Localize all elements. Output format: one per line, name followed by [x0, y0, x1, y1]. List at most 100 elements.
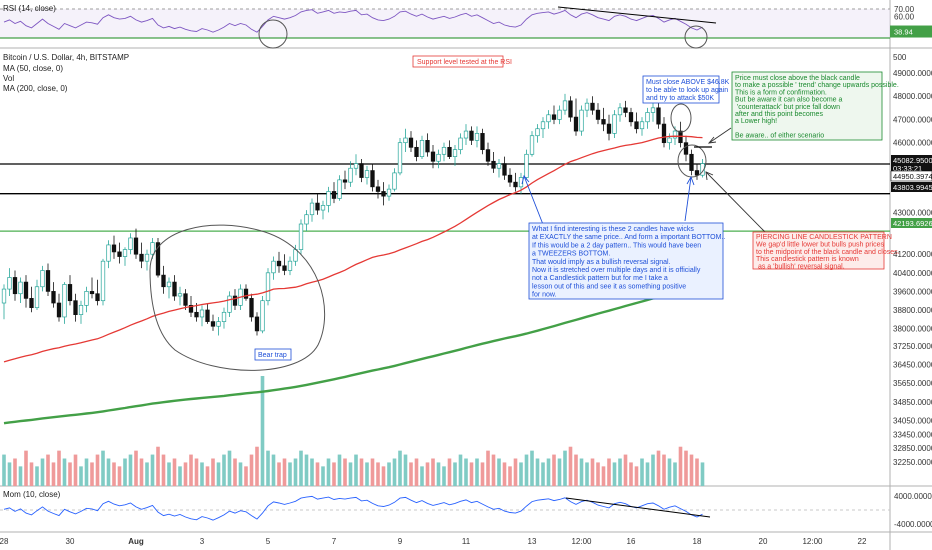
candle-112: [617, 103, 623, 122]
blue-note-arrow-right: [684, 176, 692, 222]
candle-body-91: [502, 163, 507, 176]
candle-6: [34, 279, 40, 310]
blue-note-text-line-1: at EXACTLY the same price.. And form a i…: [532, 234, 725, 241]
price-tag-2: 44950.39749: [890, 170, 932, 182]
candle-4: [23, 275, 29, 308]
candle-5: [29, 286, 34, 313]
candle-body-41: [227, 295, 232, 313]
green-note-text-line-5: after and this point becomes: [735, 111, 823, 118]
candle-11: [62, 282, 67, 324]
candle-body-114: [628, 112, 634, 123]
volume-bar-56: [310, 458, 314, 486]
candle-body-104: [573, 116, 579, 132]
price-tag-label-4: 42193.69261: [893, 219, 932, 228]
volume-bar-48: [266, 450, 270, 486]
candle-10: [56, 293, 62, 322]
candle-63: [348, 161, 353, 187]
close-above-text-line-0: Must close ABOVE $46.8K: [646, 79, 730, 86]
rsi-band: [0, 9, 890, 38]
volume-bar-8: [46, 454, 50, 486]
price-tick-18: 32250.00000: [893, 458, 932, 467]
volume-bar-66: [365, 462, 369, 486]
candle-120: [661, 117, 667, 148]
candle-body-64: [353, 163, 359, 169]
candle-62: [342, 170, 348, 190]
candle-55: [304, 210, 309, 231]
candle-body-97: [535, 128, 540, 137]
blue-note-arrow-right-head: [686, 175, 695, 186]
candle-body-87: [480, 133, 485, 151]
candle-body-56: [309, 202, 315, 216]
candle-body-122: [672, 130, 678, 139]
volume-bar-124: [684, 450, 688, 486]
candle-body-49: [271, 260, 276, 274]
candle-body-85: [469, 130, 474, 141]
candle-body-98: [540, 121, 546, 130]
candle-body-13: [73, 300, 78, 315]
rsi-value-tag-bg: [890, 25, 932, 38]
candle-body-36: [199, 309, 205, 318]
green-note-text-line-0: Price must close above the black candle: [735, 75, 860, 82]
candle-20: [111, 235, 117, 259]
red-note-text-line-3: This candlestick pattern is known: [756, 256, 859, 263]
time-tick-11: 18: [693, 537, 702, 546]
time-axis: 28 30 Aug 3 5 7 9 11 13 12:00 16 18 20 12:00 22: [0, 537, 867, 546]
price-tag-label-3: 43803.99458: [893, 183, 932, 192]
price-tick-16: 33450.00000: [893, 430, 932, 439]
candle-12: [67, 275, 73, 306]
candle-87: [480, 128, 485, 155]
volume-bar-81: [447, 458, 452, 486]
price-tick-0: 49000.00000: [893, 69, 932, 78]
volume-bar-94: [519, 462, 523, 486]
bear-trap-circle: [149, 224, 326, 371]
candle-body-105: [579, 109, 584, 132]
candle-body-111: [612, 114, 617, 134]
red-note-arrow: [705, 171, 766, 233]
red-note-text-line-4: as a 'bullish' reversal signal.: [756, 264, 845, 271]
top-circle: [670, 103, 692, 133]
legend-ma200: MA (200, close, 0): [3, 84, 68, 93]
close-above-text-line-1: to be able to look up again: [646, 87, 728, 94]
green-note-arrow: [708, 127, 732, 144]
volume-bar-49: [271, 454, 276, 486]
candle-119: [656, 103, 661, 129]
legend-vol: Vol: [3, 74, 14, 83]
rsi-value-tag-label: 38.94: [894, 28, 913, 37]
doji-circle: [677, 144, 707, 178]
blue-note-text-line-6: not a Candlestick pattern but for me I t…: [532, 275, 668, 282]
candle-91: [502, 156, 507, 180]
candle-45: [249, 293, 254, 322]
rsi-divergence-line: [557, 6, 717, 24]
volume-bar-16: [90, 462, 94, 486]
volume-bar-100: [552, 454, 556, 486]
ma200-line: [3, 284, 703, 425]
time-tick-4: 5: [266, 537, 271, 546]
candle-3: [18, 277, 23, 304]
volume-bar-69: [381, 466, 386, 486]
volume-bar-76: [420, 466, 424, 486]
candle-body-48: [265, 272, 271, 302]
time-tick-6: 9: [398, 537, 403, 546]
candle-body-11: [62, 284, 67, 318]
candle-114: [628, 107, 634, 127]
time-tick-12: 20: [759, 537, 768, 546]
volume-bar-82: [453, 462, 457, 486]
candle-61: [337, 175, 342, 201]
volume-bar-104: [574, 454, 578, 486]
candle-body-67: [370, 170, 375, 188]
candle-body-102: [562, 100, 568, 111]
volume-bar-92: [508, 466, 512, 486]
red-note: PIERCING LINE CANDLESTICK PATTERN We gap'…: [752, 231, 900, 271]
candle-body-115: [634, 121, 639, 130]
volume-bar-25: [139, 458, 144, 486]
candle-body-19: [106, 244, 111, 262]
volume-bar-74: [409, 462, 413, 486]
price-tag-4: 42193.69261: [891, 218, 932, 228]
candle-body-59: [326, 191, 331, 206]
volume-bar-62: [343, 458, 347, 486]
price-tick-17: 32850.00000: [893, 444, 932, 453]
volume-bar-71: [392, 458, 397, 486]
volume-bar-31: [172, 458, 177, 486]
